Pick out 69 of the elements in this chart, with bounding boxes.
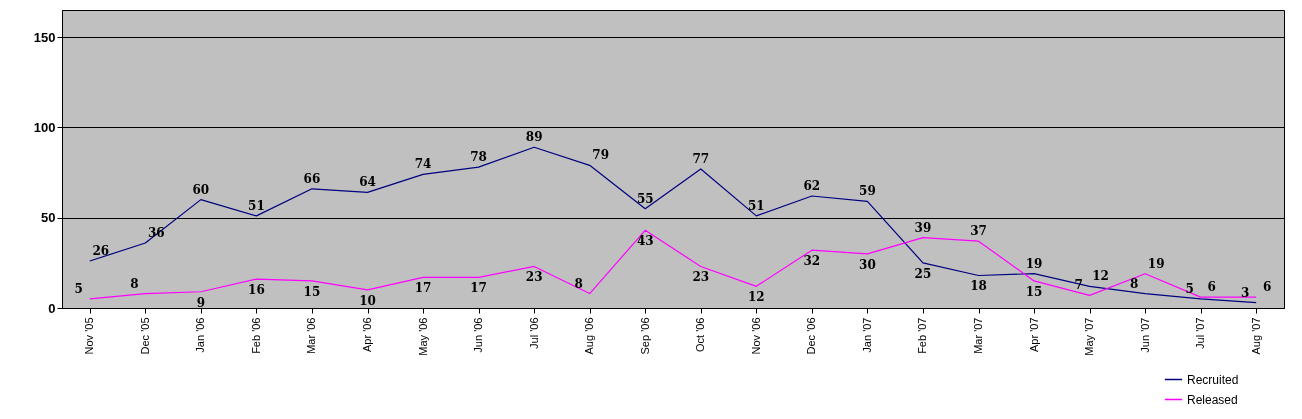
data-label: 51 bbox=[248, 198, 265, 213]
data-label: 26 bbox=[92, 244, 110, 259]
y-tick-label: 0 bbox=[48, 300, 56, 316]
x-tick-label: May '06 bbox=[416, 317, 429, 356]
x-tick-label: Apr '06 bbox=[361, 317, 373, 353]
x-tick-label: Jun '07 bbox=[1138, 317, 1151, 353]
data-label: 37 bbox=[970, 224, 987, 239]
x-tick-label: Mar '07 bbox=[972, 317, 984, 354]
data-label: 15 bbox=[303, 284, 321, 299]
x-tick-label: Aug '06 bbox=[583, 317, 596, 355]
data-label: 6 bbox=[1207, 280, 1216, 295]
data-label: 19 bbox=[1147, 256, 1165, 271]
x-tick-label: Jul '06 bbox=[527, 317, 540, 349]
x-tick-label: Jun '06 bbox=[472, 317, 485, 353]
data-label: 19 bbox=[1025, 256, 1043, 271]
data-label: 64 bbox=[359, 175, 376, 190]
data-label: 30 bbox=[859, 257, 876, 272]
data-label: 43 bbox=[636, 234, 654, 249]
x-tick-label: Dec '06 bbox=[805, 317, 818, 355]
data-label: 18 bbox=[970, 279, 987, 294]
x-tick-label: Jul '07 bbox=[1194, 317, 1207, 349]
legend-label: Recruited bbox=[1187, 372, 1239, 387]
data-label: 10 bbox=[359, 293, 376, 308]
x-tick-label: Feb '07 bbox=[916, 317, 929, 354]
data-label: 55 bbox=[636, 191, 654, 206]
x-tick-label: Jan '06 bbox=[194, 317, 207, 353]
data-label: 32 bbox=[803, 254, 821, 269]
data-label: 79 bbox=[592, 148, 610, 163]
data-label: 3 bbox=[1241, 285, 1250, 300]
data-label: 66 bbox=[303, 171, 321, 186]
data-label: 16 bbox=[248, 283, 265, 298]
y-tick-label: 150 bbox=[33, 29, 56, 45]
y-tick-label: 100 bbox=[33, 119, 56, 135]
data-label: 39 bbox=[914, 220, 932, 235]
x-tick-label: Aug '07 bbox=[1249, 317, 1262, 355]
data-label: 6 bbox=[1263, 280, 1272, 295]
data-label: 23 bbox=[525, 270, 543, 285]
data-label: 12 bbox=[1092, 269, 1109, 284]
x-tick-label: Sep '06 bbox=[638, 317, 651, 355]
data-label: 77 bbox=[692, 151, 710, 166]
x-tick-label: Jan '07 bbox=[860, 317, 873, 353]
x-tick-label: Oct '06 bbox=[694, 317, 707, 353]
data-label: 60 bbox=[192, 182, 210, 197]
x-tick-label: Nov '05 bbox=[83, 317, 96, 355]
x-tick-label: Apr '07 bbox=[1027, 317, 1040, 353]
data-label: 15 bbox=[1025, 284, 1043, 299]
data-label: 59 bbox=[859, 184, 876, 199]
data-label: 51 bbox=[747, 198, 765, 213]
data-label: 17 bbox=[414, 281, 432, 296]
data-label: 8 bbox=[130, 276, 139, 291]
data-label: 62 bbox=[803, 179, 821, 194]
data-label: 23 bbox=[692, 270, 710, 285]
data-label: 74 bbox=[414, 157, 432, 172]
data-label: 8 bbox=[574, 276, 583, 291]
data-label: 9 bbox=[196, 295, 206, 310]
data-label: 5 bbox=[74, 281, 83, 296]
data-label: 17 bbox=[470, 281, 487, 296]
data-label: 25 bbox=[914, 266, 932, 281]
y-tick-label: 50 bbox=[41, 210, 56, 226]
x-tick-label: Feb '06 bbox=[249, 317, 262, 354]
data-label: 8 bbox=[1129, 276, 1139, 291]
legend-label: Released bbox=[1187, 392, 1238, 407]
x-tick-label: Dec '05 bbox=[138, 317, 151, 355]
data-label: 89 bbox=[525, 130, 543, 145]
x-tick-label: May '07 bbox=[1083, 317, 1096, 356]
data-label: 78 bbox=[470, 150, 487, 165]
x-tick-label: Nov '06 bbox=[749, 317, 762, 355]
data-label: 12 bbox=[747, 290, 765, 305]
x-tick-label: Mar '06 bbox=[305, 317, 318, 354]
